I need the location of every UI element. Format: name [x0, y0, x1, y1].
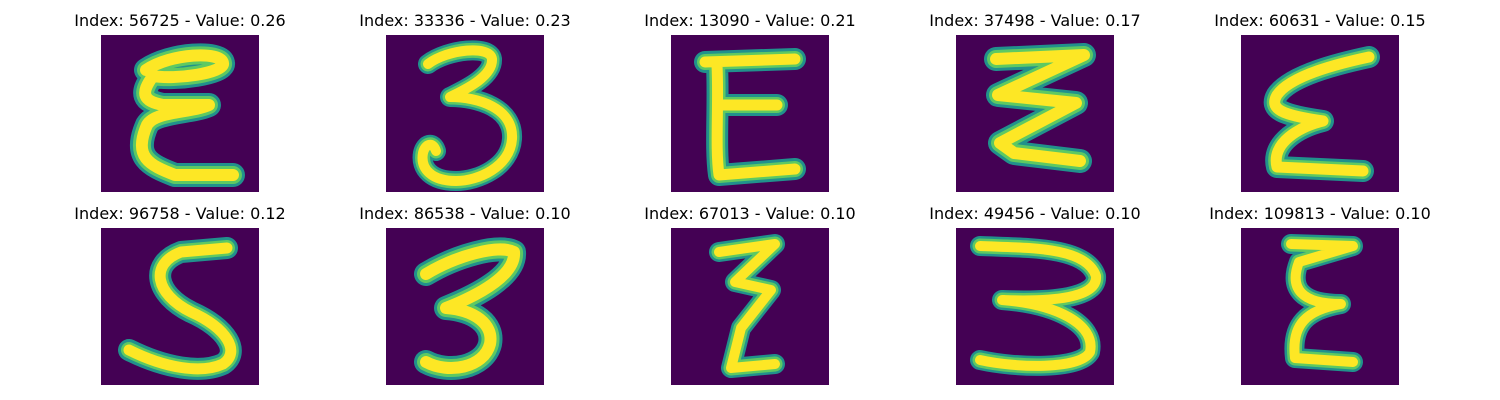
digit-image [671, 35, 829, 192]
digit-image [1241, 228, 1399, 385]
grid-panel: Index: 13090 - Value: 0.21 [630, 0, 870, 192]
grid-panel: Index: 86538 - Value: 0.10 [345, 193, 585, 385]
grid-panel: Index: 37498 - Value: 0.17 [915, 0, 1155, 192]
digit-image [101, 228, 259, 385]
panel-title: Index: 13090 - Value: 0.21 [644, 11, 856, 30]
panel-title: Index: 49456 - Value: 0.10 [929, 204, 1141, 223]
panel-title: Index: 33336 - Value: 0.23 [359, 11, 571, 30]
panel-title: Index: 86538 - Value: 0.10 [359, 204, 571, 223]
digit-image [386, 35, 544, 192]
digit-image [1241, 35, 1399, 192]
grid-panel: Index: 33336 - Value: 0.23 [345, 0, 585, 192]
panel-title: Index: 60631 - Value: 0.15 [1214, 11, 1426, 30]
digit-image [101, 35, 259, 192]
panel-title: Index: 56725 - Value: 0.26 [74, 11, 286, 30]
grid-panel: Index: 60631 - Value: 0.15 [1200, 0, 1440, 192]
panel-title: Index: 67013 - Value: 0.10 [644, 204, 856, 223]
panel-title: Index: 109813 - Value: 0.10 [1209, 204, 1431, 223]
panel-title: Index: 96758 - Value: 0.12 [74, 204, 286, 223]
grid-panel: Index: 96758 - Value: 0.12 [60, 193, 300, 385]
digit-image [386, 228, 544, 385]
grid-panel: Index: 49456 - Value: 0.10 [915, 193, 1155, 385]
grid-panel: Index: 67013 - Value: 0.10 [630, 193, 870, 385]
panel-title: Index: 37498 - Value: 0.17 [929, 11, 1141, 30]
digit-image [671, 228, 829, 385]
digit-image [956, 228, 1114, 385]
digit-image [956, 35, 1114, 192]
grid-panel: Index: 56725 - Value: 0.26 [60, 0, 300, 192]
grid-panel: Index: 109813 - Value: 0.10 [1200, 193, 1440, 385]
